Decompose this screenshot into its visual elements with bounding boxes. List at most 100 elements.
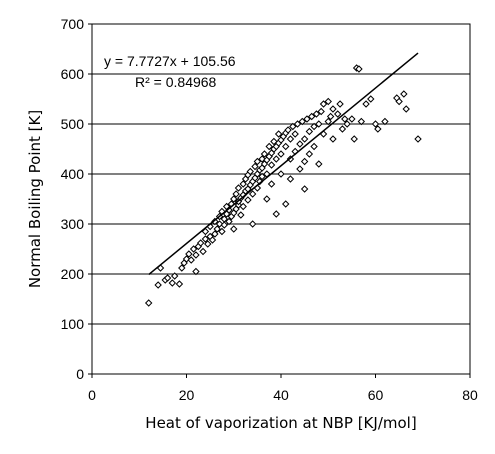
y-tick-label: 300 [61,216,85,232]
data-point [315,120,323,128]
y-tick-label: 0 [76,366,84,382]
data-point [286,135,295,143]
data-point [263,195,271,203]
data-point [258,172,266,181]
data-point [300,135,309,143]
data-point [329,105,337,113]
data-point [381,117,389,126]
data-point [277,150,285,158]
y-tick-label: 100 [61,316,85,332]
data-point [308,112,316,121]
data-point [300,185,309,193]
data-point [272,210,280,218]
data-point [402,105,410,113]
data-point [213,225,221,233]
data-point [296,165,304,173]
data-point [168,279,177,287]
y-tick-label: 200 [61,266,85,282]
data-point [310,122,318,131]
y-tick-label: 600 [61,66,85,82]
data-point [218,227,226,236]
data-point [300,157,309,166]
data-point [192,267,200,276]
x-tick-label: 0 [88,387,96,403]
data-point [248,190,257,198]
data-point [185,250,193,258]
x-tick-label: 20 [179,387,195,403]
data-point [329,135,337,143]
data-point [289,122,297,131]
data-point [215,220,224,228]
data-point [187,256,195,264]
data-point [362,100,370,108]
data-point [274,130,283,138]
y-tick-label: 500 [61,116,85,132]
data-point [253,157,262,166]
data-point [298,117,306,126]
data-point [244,196,252,204]
data-point [211,230,219,238]
data-point [234,184,243,192]
data-point [225,217,233,226]
data-point [319,100,328,108]
data-point [211,217,219,226]
data-point [282,142,290,151]
y-axis-ticks: 0 100 200 300 400 500 600 700 [61,16,92,382]
data-point [189,245,198,253]
data-point [232,190,240,198]
data-point [192,251,200,259]
data-point [355,65,363,73]
data-point [267,161,276,169]
data-point [170,272,179,280]
data-point [196,239,205,247]
data-point [267,180,276,188]
data-point [182,255,191,263]
data-point [305,127,314,136]
data-point [326,112,335,121]
x-axis-ticks: 0 20 40 60 80 [88,374,478,403]
data-point [371,120,380,128]
data-point [395,97,403,106]
data-point [414,135,422,143]
data-point [265,142,273,151]
data-point [282,200,290,208]
data-point [199,247,207,256]
trendline-r-squared: R² = 0.84968 [135,74,217,90]
trendline [148,52,419,276]
data-point [246,167,254,176]
data-point [305,150,314,158]
data-point [204,240,212,248]
y-axis-title: Normal Boiling Point [K] [26,110,44,288]
y-tick-label: 700 [61,16,85,32]
data-point [324,97,332,106]
data-point [296,140,304,148]
data-point [256,177,264,186]
trendline-equation: y = 7.7727x + 105.56 [104,53,236,69]
data-point [144,299,153,307]
data-point [333,110,342,118]
data-point [324,117,332,126]
x-tick-label: 40 [273,387,289,403]
data-point [154,281,162,289]
data-point [220,215,229,223]
data-point [178,264,186,272]
data-point [248,220,257,228]
data-point [225,206,233,214]
data-point [350,135,358,143]
data-point [201,235,210,243]
data-point [336,100,344,108]
data-point [163,274,172,282]
data-point [208,236,217,244]
data-point [315,160,323,168]
data-point [348,115,356,123]
data-point [367,95,375,103]
x-tick-label: 80 [462,387,478,403]
data-point [303,115,311,123]
data-point [220,221,229,229]
data-point [175,280,184,288]
data-point [230,195,238,203]
data-point [277,170,285,178]
data-point [341,115,349,123]
data-point [293,120,302,128]
